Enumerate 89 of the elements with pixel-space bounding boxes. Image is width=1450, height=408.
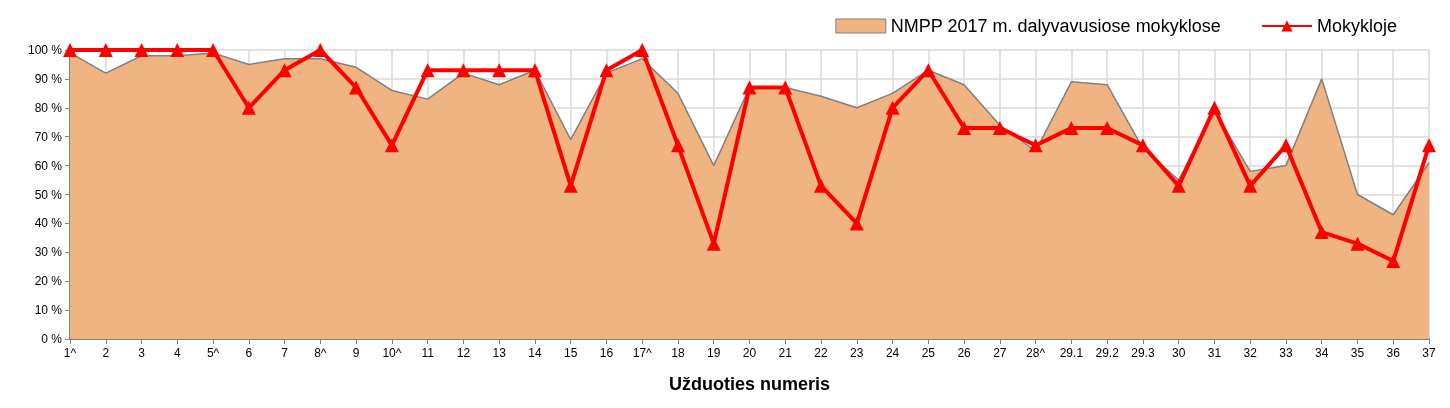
x-tick-label: 35 (1350, 346, 1365, 360)
x-tick-label: 7 (281, 346, 289, 360)
x-tick-label: 17^ (632, 346, 653, 360)
y-tick-label: 100 % (27, 43, 63, 57)
point (885, 100, 900, 115)
point (1386, 253, 1401, 268)
y-tick-label: 60 % (34, 158, 63, 173)
point (635, 43, 650, 57)
point (134, 43, 149, 57)
y-tick-label: 70 % (34, 129, 63, 144)
y-tick-label: 20 % (34, 274, 63, 289)
point (957, 121, 972, 136)
point (313, 43, 328, 57)
x-tick-label: 18 (671, 346, 685, 360)
x-axis-title: Užduoties numeris (668, 374, 831, 394)
x-tick-label: 29.1 (1059, 346, 1084, 360)
x-tick-label: 29.3 (1131, 346, 1155, 360)
x-tick-label: 1^ (63, 346, 77, 360)
point (492, 63, 507, 78)
point (384, 138, 399, 153)
x-tick-label: 4 (173, 346, 181, 360)
x-tick-label: 6 (245, 346, 253, 360)
y-tick-label: 80 % (34, 100, 63, 115)
x-tick-label: 5^ (206, 346, 220, 360)
point (1350, 236, 1365, 251)
x-tick-label: 3 (138, 346, 146, 360)
x-tick-label: 24 (885, 346, 900, 360)
point (420, 63, 435, 78)
point (277, 63, 292, 78)
x-tick-label: 11 (421, 346, 435, 360)
point (63, 43, 77, 57)
point (527, 63, 542, 78)
point (98, 43, 113, 57)
point (1278, 138, 1293, 153)
y-tick-label: 40 % (34, 216, 63, 231)
x-tick-label: 2 (102, 346, 110, 360)
point (921, 63, 936, 78)
point (1422, 138, 1436, 153)
x-tick-label: 8^ (314, 346, 327, 360)
x-tick-label: 29.2 (1095, 346, 1120, 360)
x-tick-label: 25 (921, 346, 936, 360)
x-tick-label: 22 (814, 346, 829, 360)
point (599, 63, 614, 78)
x-tick-label: 34 (1315, 346, 1329, 360)
x-tick-label: 19 (707, 346, 721, 360)
x-tick-label: 37 (1422, 346, 1436, 360)
x-tick-label: 27 (993, 346, 1007, 360)
x-tick-label: 28^ (1026, 346, 1046, 360)
y-tick-label: 50 % (34, 187, 63, 202)
point (992, 121, 1007, 136)
x-tick-label: 10^ (382, 346, 402, 360)
x-tick-label: 36 (1386, 346, 1401, 360)
point (206, 43, 221, 57)
legend-label: Mokykloje (1316, 16, 1398, 36)
x-tick-label: 21 (778, 346, 793, 360)
point (349, 80, 364, 95)
y-tick-label: 30 % (34, 245, 63, 260)
x-tick-label: 15 (564, 346, 578, 360)
point (241, 100, 256, 115)
point (778, 80, 793, 95)
point (456, 63, 471, 78)
point (670, 138, 685, 153)
point (1064, 121, 1079, 136)
x-tick-label: 30 (1171, 346, 1186, 360)
x-tick-label: 16 (599, 346, 614, 360)
x-tick-label: 32 (1243, 346, 1258, 360)
x-tick-label: 9 (352, 346, 360, 360)
x-tick-label: 23 (850, 346, 864, 360)
point (849, 216, 864, 231)
point (742, 80, 757, 95)
point (1314, 225, 1329, 240)
x-tick-label: 26 (957, 346, 972, 360)
point (1028, 138, 1043, 153)
legend-label: NMPP 2017 m. dalyvavusiose mokyklose (890, 16, 1221, 36)
x-tick-label: 20 (742, 346, 757, 360)
point (1207, 100, 1222, 115)
x-tick-label: 33 (1279, 346, 1293, 360)
x-tick-label: 14 (528, 346, 542, 360)
x-tick-label: 12 (456, 346, 471, 360)
y-tick-label: 0 % (41, 332, 63, 346)
y-tick-label: 90 % (34, 71, 63, 86)
x-tick-label: 13 (492, 346, 507, 360)
y-tick-label: 10 % (34, 303, 63, 318)
point (1171, 178, 1186, 193)
point (1243, 178, 1258, 193)
point (170, 43, 185, 57)
point (1100, 121, 1115, 136)
x-tick-label: 31 (1207, 346, 1222, 360)
point (1135, 138, 1150, 153)
